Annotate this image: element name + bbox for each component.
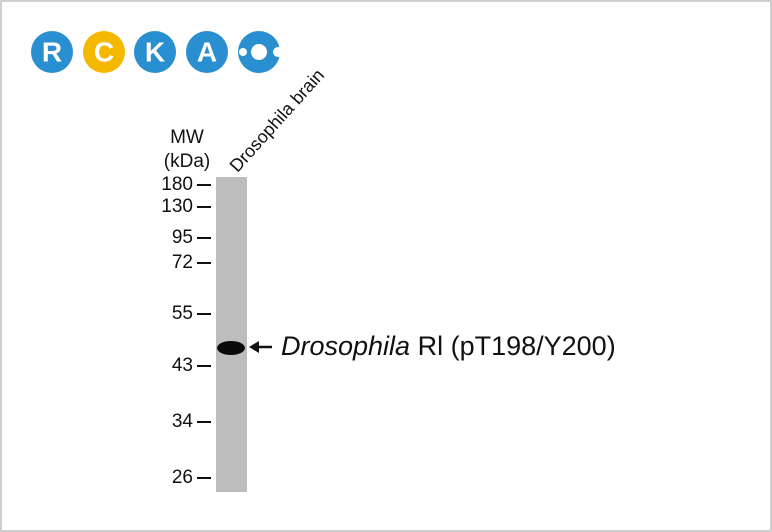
marker-label: 55 — [172, 303, 193, 324]
logo-letter: R — [42, 36, 62, 67]
logo-circle — [134, 31, 176, 73]
logo-dot — [251, 44, 267, 60]
marker-label: 34 — [172, 411, 194, 432]
logo-letter: A — [197, 36, 217, 67]
arrow-head — [249, 341, 259, 353]
marker-label: 43 — [172, 355, 193, 376]
marker-label: 72 — [172, 252, 193, 273]
logo-letter: C — [94, 36, 114, 67]
marker-label: 130 — [161, 196, 193, 217]
band-label: Drosophila Rl (pT198/Y200) — [281, 331, 616, 361]
band-label-italic: Drosophila — [281, 331, 410, 361]
marker-label: 180 — [161, 174, 193, 195]
logo-circle — [83, 31, 125, 73]
logo-circle — [31, 31, 73, 73]
marker-label: 95 — [172, 227, 193, 248]
logo-circle — [186, 31, 228, 73]
logo-letter: K — [145, 36, 165, 67]
mw-header: (kDa) — [164, 151, 210, 172]
band-label-rest: Rl (pT198/Y200) — [418, 331, 616, 361]
mw-header: MW — [170, 127, 204, 148]
logo-dot — [273, 47, 283, 57]
lane — [216, 177, 247, 492]
marker-label: 26 — [172, 467, 193, 488]
band — [217, 341, 245, 355]
logo: R C K A — [31, 31, 283, 73]
logo-dot — [239, 48, 247, 56]
